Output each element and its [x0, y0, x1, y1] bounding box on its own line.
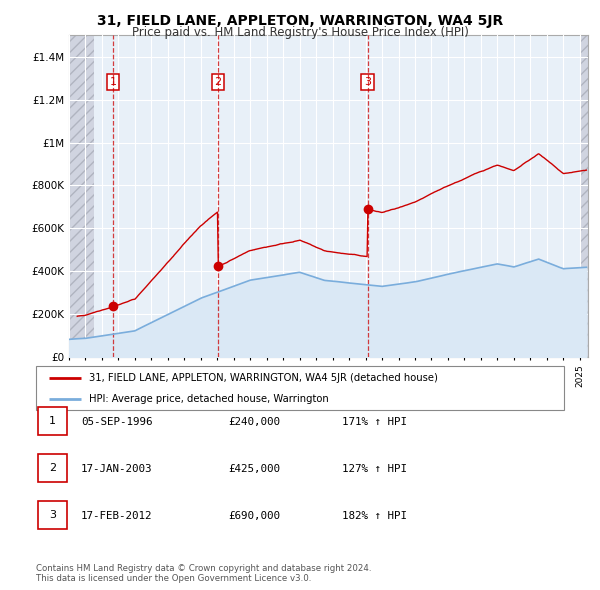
- Text: 1: 1: [49, 416, 56, 426]
- Text: 171% ↑ HPI: 171% ↑ HPI: [342, 417, 407, 427]
- Text: £240,000: £240,000: [228, 417, 280, 427]
- Text: 17-FEB-2012: 17-FEB-2012: [81, 512, 152, 521]
- Text: 05-SEP-1996: 05-SEP-1996: [81, 417, 152, 427]
- Text: 1: 1: [110, 77, 116, 87]
- Text: 182% ↑ HPI: 182% ↑ HPI: [342, 512, 407, 521]
- Text: 31, FIELD LANE, APPLETON, WARRINGTON, WA4 5JR (detached house): 31, FIELD LANE, APPLETON, WARRINGTON, WA…: [89, 373, 437, 383]
- FancyBboxPatch shape: [38, 407, 67, 435]
- Text: 3: 3: [49, 510, 56, 520]
- Text: HPI: Average price, detached house, Warrington: HPI: Average price, detached house, Warr…: [89, 394, 329, 404]
- Text: 2: 2: [214, 77, 221, 87]
- Text: 3: 3: [364, 77, 371, 87]
- Text: Price paid vs. HM Land Registry's House Price Index (HPI): Price paid vs. HM Land Registry's House …: [131, 26, 469, 39]
- Text: 2: 2: [49, 463, 56, 473]
- Bar: [69, 35, 94, 357]
- Text: Contains HM Land Registry data © Crown copyright and database right 2024.
This d: Contains HM Land Registry data © Crown c…: [36, 564, 371, 583]
- Bar: [580, 35, 588, 357]
- FancyBboxPatch shape: [38, 502, 67, 529]
- FancyBboxPatch shape: [36, 366, 564, 410]
- Text: 17-JAN-2003: 17-JAN-2003: [81, 464, 152, 474]
- FancyBboxPatch shape: [38, 454, 67, 482]
- Text: £425,000: £425,000: [228, 464, 280, 474]
- Text: £690,000: £690,000: [228, 512, 280, 521]
- Text: 127% ↑ HPI: 127% ↑ HPI: [342, 464, 407, 474]
- Text: 31, FIELD LANE, APPLETON, WARRINGTON, WA4 5JR: 31, FIELD LANE, APPLETON, WARRINGTON, WA…: [97, 14, 503, 28]
